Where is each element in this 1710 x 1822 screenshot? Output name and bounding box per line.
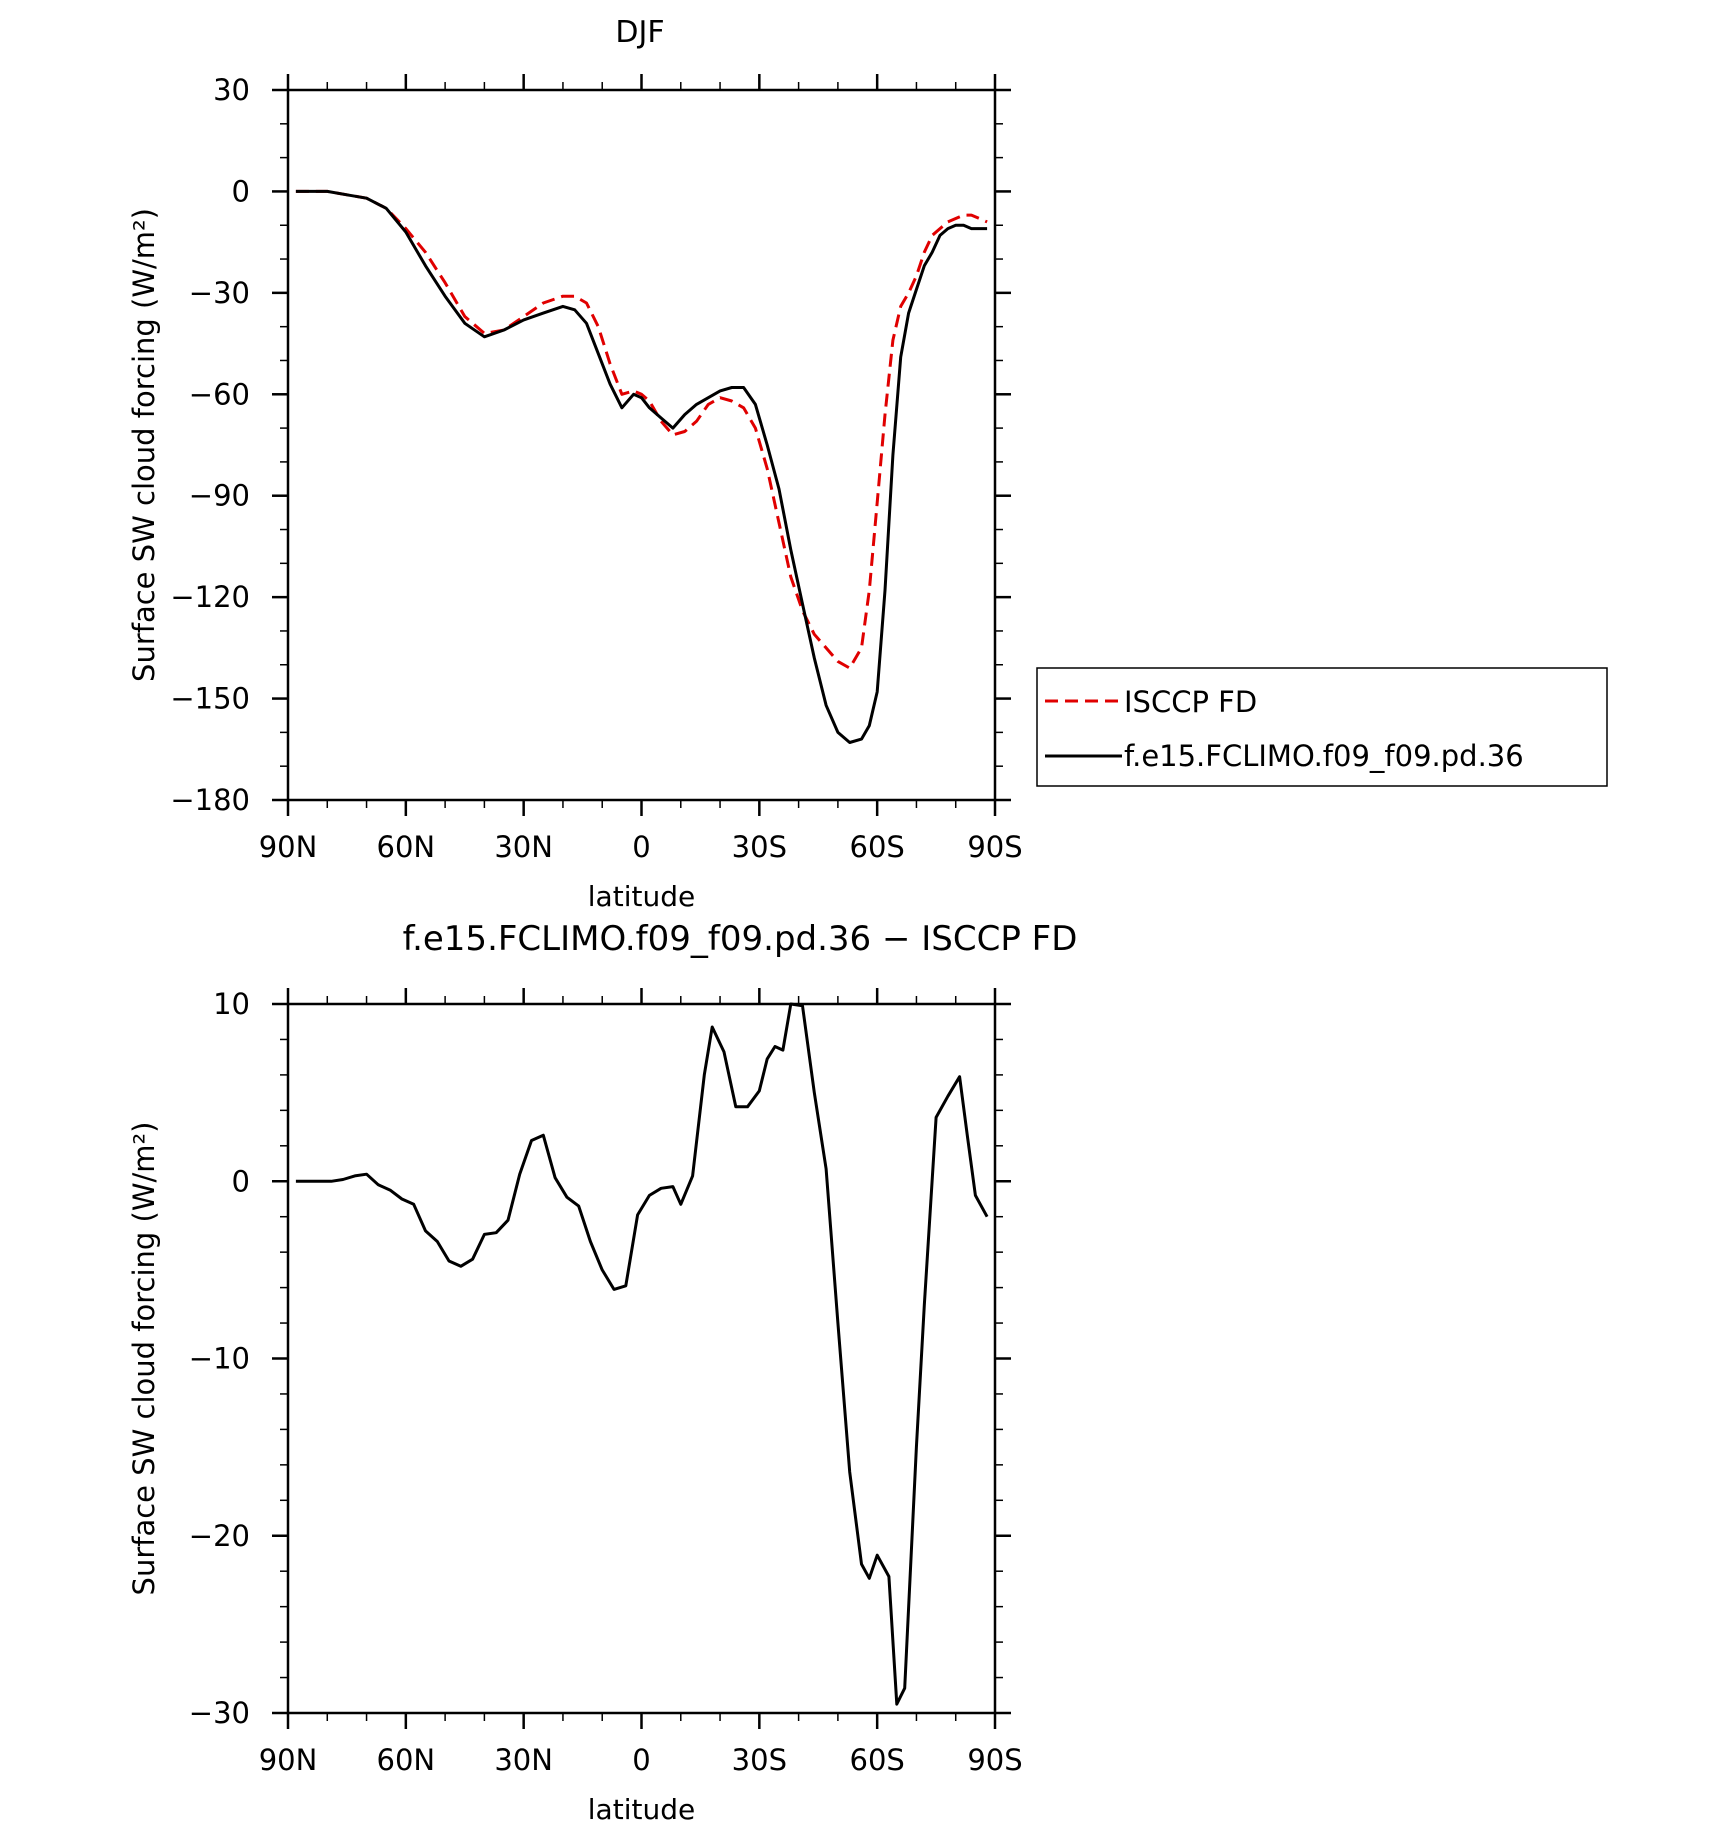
legend: ISCCP FD f.e15.FCLIMO.f09_f09.pd.36 [1036, 667, 1608, 787]
series-lines [295, 1002, 989, 1706]
y-axis-label: Surface SW cloud forcing (W/m²) [127, 1122, 161, 1596]
x-tick-label: 30S [732, 830, 787, 864]
x-axis-label: latitude [588, 880, 695, 913]
y-tick-label: −180 [170, 783, 250, 817]
y-tick-labels: 30 0 −30 −60 −90 −120 −150 −180 [170, 73, 250, 817]
x-tick-label: 90S [967, 1743, 1022, 1777]
y-tick-label: 0 [232, 174, 250, 208]
axis-ticks [272, 988, 1011, 1729]
series-line-1 [295, 1002, 989, 1706]
y-tick-labels: 10 0 −10 −20 −30 [189, 987, 250, 1730]
x-tick-labels: 90N 60N 30N 0 30S 60S 90S [259, 1743, 1023, 1777]
y-tick-label: −20 [189, 1519, 250, 1553]
x-tick-label: 30N [494, 1743, 553, 1777]
x-tick-label: 90N [259, 1743, 318, 1777]
x-tick-label: 60N [377, 830, 436, 864]
chart-djf: DJF 300−30−60−90−120−150−180 90N 60N 30N 0 3… [127, 15, 1023, 913]
axis-ticks [272, 74, 1011, 816]
chart-title: f.e15.FCLIMO.f09_f09.pd.36 − ISCCP FD [403, 919, 1078, 959]
y-tick-label: −150 [170, 682, 250, 716]
x-tick-label: 60S [850, 1743, 905, 1777]
plot-frame [286, 1002, 997, 1715]
y-tick-label: −120 [170, 580, 250, 614]
series-line-1 [295, 189, 988, 670]
y-tick-label: −60 [189, 377, 250, 411]
x-axis-label: latitude [588, 1793, 695, 1822]
x-tick-label: 60S [850, 830, 905, 864]
x-tick-label: 30S [732, 1743, 787, 1777]
legend-label-model: f.e15.FCLIMO.f09_f09.pd.36 [1124, 739, 1524, 773]
chart-difference: f.e15.FCLIMO.f09_f09.pd.36 − ISCCP FD 10… [127, 919, 1077, 1822]
legend-label-isccp: ISCCP FD [1124, 685, 1257, 719]
plot-frame [286, 88, 997, 802]
x-tick-label: 90N [259, 830, 318, 864]
x-tick-label: 0 [632, 1743, 650, 1777]
y-tick-label: 0 [232, 1164, 250, 1198]
y-tick-label: −30 [189, 1696, 250, 1730]
series-line-2 [295, 189, 988, 744]
y-tick-label: −10 [189, 1342, 250, 1376]
y-tick-label: 10 [213, 987, 250, 1021]
y-tick-label: −90 [189, 479, 250, 513]
x-tick-label: 0 [632, 830, 650, 864]
y-tick-label: 30 [213, 73, 250, 107]
x-tick-label: 90S [967, 830, 1022, 864]
legend-box [1036, 667, 1608, 787]
chart-title: DJF [615, 15, 664, 50]
x-tick-label: 60N [377, 1743, 436, 1777]
y-axis-label: Surface SW cloud forcing (W/m²) [127, 208, 161, 682]
y-tick-label: −30 [189, 276, 250, 310]
x-tick-labels: 90N 60N 30N 0 30S 60S 90S [259, 830, 1023, 864]
series-lines [295, 189, 988, 744]
x-tick-label: 30N [494, 830, 553, 864]
